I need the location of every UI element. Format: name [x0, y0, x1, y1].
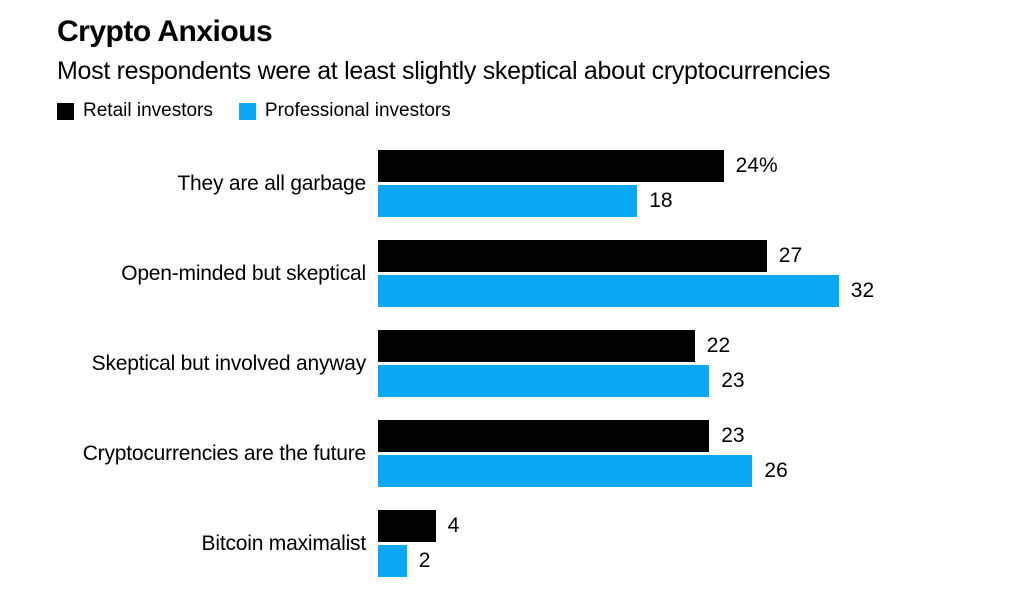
value-label: 4 — [447, 514, 460, 537]
value-label: 22 — [706, 334, 731, 357]
category-label: They are all garbage — [177, 171, 366, 195]
bar-retail — [378, 510, 436, 542]
legend-item-professional: Professional investors — [238, 100, 451, 122]
category-label: Bitcoin maximalist — [201, 531, 367, 555]
category-label: Skeptical but involved anyway — [91, 351, 367, 375]
chart-title: Crypto Anxious — [57, 15, 273, 48]
bar-group: 22 23 — [378, 330, 1024, 397]
bar-line: 26 — [378, 455, 1024, 487]
chart-row: They are all garbage 24% 18 — [0, 150, 1024, 217]
category-label: Cryptocurrencies are the future — [82, 441, 366, 465]
chart-row: Cryptocurrencies are the future 23 26 — [0, 420, 1024, 487]
bar-professional — [378, 455, 753, 487]
bar-professional — [378, 275, 839, 307]
chart-legend: Retail investors Professional investors — [57, 100, 1024, 122]
legend-label-retail: Retail investors — [83, 100, 213, 121]
chart-subtitle: Most respondents were at least slightly … — [57, 57, 831, 85]
value-label: 26 — [764, 459, 788, 482]
bar-line: 4 — [378, 510, 1024, 542]
value-label: 27 — [778, 244, 803, 267]
legend-swatch-retail-icon — [57, 102, 74, 120]
legend-label-professional: Professional investors — [264, 100, 451, 121]
bar-line: 22 — [378, 330, 1024, 362]
bar-line: 2 — [378, 545, 1024, 577]
value-label: 2 — [418, 549, 431, 572]
bar-line: 23 — [378, 420, 1024, 452]
value-label: 24% — [735, 154, 778, 177]
chart-row: Bitcoin maximalist 4 2 — [0, 510, 1024, 577]
value-label: 23 — [721, 424, 745, 447]
legend-swatch-professional-icon — [238, 102, 256, 120]
bar-line: 18 — [378, 185, 1024, 217]
category-label: Open-minded but skeptical — [121, 261, 366, 285]
bar-line: 23 — [378, 365, 1024, 397]
bar-professional — [378, 365, 710, 397]
bar-professional — [378, 185, 638, 217]
bar-chart: They are all garbage 24% 18 Open-minded but… — [0, 150, 1024, 577]
chart-row: Skeptical but involved anyway 22 23 — [0, 330, 1024, 397]
bar-retail — [378, 150, 724, 182]
value-label: 23 — [721, 369, 745, 392]
bar-group: 23 26 — [378, 420, 1024, 487]
bar-retail — [378, 420, 710, 452]
bar-retail — [378, 330, 695, 362]
value-label: 18 — [649, 189, 673, 212]
bar-professional — [378, 545, 407, 577]
chart-row: Open-minded but skeptical 27 32 — [0, 240, 1024, 307]
value-label: 32 — [850, 279, 875, 302]
bar-retail — [378, 240, 767, 272]
bar-group: 27 32 — [378, 240, 1024, 307]
bar-group: 24% 18 — [378, 150, 1024, 217]
legend-item-retail: Retail investors — [57, 100, 213, 122]
bar-line: 24% — [378, 150, 1024, 182]
bar-line: 32 — [378, 275, 1024, 307]
bar-line: 27 — [378, 240, 1024, 272]
